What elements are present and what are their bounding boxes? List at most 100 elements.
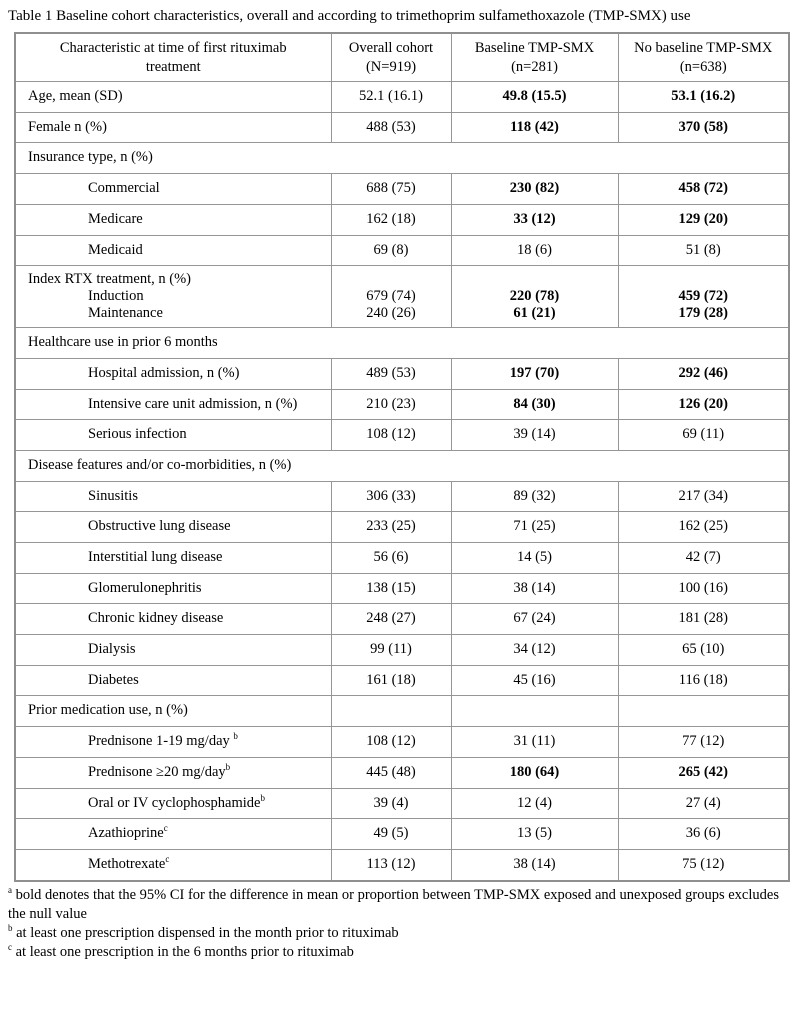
value-cell: 688 (75): [330, 173, 452, 205]
row-label: Azathioprinec: [14, 818, 332, 850]
value-cell: 49.8 (15.5): [450, 81, 619, 113]
value-cell: 458 (72): [617, 173, 790, 205]
value-cell: 217 (34): [617, 480, 790, 513]
footnote-marker: b: [8, 923, 13, 934]
row-label: Commercial: [14, 173, 332, 205]
table-row: Interstitial lung disease 56 (6) 14 (5) 42 …: [14, 542, 790, 574]
page: Table 1 Baseline cohort characteristics,…: [8, 8, 790, 963]
value-cell: 162 (25): [617, 511, 790, 544]
row-label: Chronic kidney disease: [14, 603, 332, 636]
value-cell: 99 (11): [330, 634, 452, 666]
empty-cell: [330, 695, 452, 728]
value-cell: 113 (12): [330, 848, 452, 882]
row-label: Prednisone ≥20 mg/dayb: [14, 756, 332, 789]
value-cell: 71 (25): [450, 511, 619, 544]
row-label: Intensive care unit admission, n (%): [14, 388, 332, 421]
value-cell: 116 (18): [617, 664, 790, 697]
value-cell: 488 (53): [330, 111, 452, 144]
header-no-baseline-line2: (n=638): [679, 58, 727, 75]
value-cell: 52.1 (16.1): [330, 81, 452, 113]
value-cell: 38 (14): [450, 572, 619, 605]
table-row: Prednisone 1-19 mg/day b 108 (12) 31 (11) 7…: [14, 726, 790, 758]
row-label: Age, mean (SD): [14, 81, 332, 113]
superscript-marker: b: [233, 731, 238, 742]
section-row: Insurance type, n (%): [14, 142, 790, 175]
table-row: Diabetes 161 (18) 45 (16) 116 (18): [14, 664, 790, 697]
value-cell: 34 (12): [450, 634, 619, 666]
row-label: Glomerulonephritis: [14, 572, 332, 605]
value-cell: 459 (72) 179 (28): [617, 265, 790, 329]
table-row: Prednisone ≥20 mg/dayb 445 (48) 180 (64) 26…: [14, 756, 790, 789]
value-cell: 65 (10): [617, 634, 790, 666]
table-row: Chronic kidney disease 248 (27) 67 (24) 181…: [14, 603, 790, 636]
value-cell: 100 (16): [617, 572, 790, 605]
superscript-marker: b: [225, 762, 231, 773]
table-row: Azathioprinec 49 (5) 13 (5) 36 (6): [14, 818, 790, 850]
row-label: Hospital admission, n (%): [14, 357, 332, 390]
row-label: Medicaid: [14, 234, 332, 267]
value-cell: 67 (24): [450, 603, 619, 636]
table-row: Dialysis 99 (11) 34 (12) 65 (10): [14, 634, 790, 666]
table-body: Age, mean (SD) 52.1 (16.1) 49.8 (15.5) 53.1…: [14, 81, 790, 882]
section-label: Insurance type, n (%): [14, 142, 790, 175]
value-cell: 84 (30): [450, 388, 619, 421]
value-cell: 39 (14): [450, 419, 619, 451]
row-label: Dialysis: [14, 634, 332, 666]
superscript-marker: b: [260, 792, 265, 803]
value-cell: 233 (25): [330, 511, 452, 544]
value-cell: 77 (12): [617, 726, 790, 758]
value-cell: 12 (4): [450, 787, 619, 820]
empty-cell: [617, 695, 790, 728]
table-row: Medicare 162 (18) 33 (12) 129 (20): [14, 203, 790, 236]
value-cell: 126 (20): [617, 388, 790, 421]
table-row: Age, mean (SD) 52.1 (16.1) 49.8 (15.5) 53.1…: [14, 81, 790, 113]
value-cell: 18 (6): [450, 234, 619, 267]
value-cell: 42 (7): [617, 542, 790, 574]
row-label: Sinusitis: [14, 480, 332, 513]
value-cell: 370 (58): [617, 111, 790, 144]
row-label: Diabetes: [14, 664, 332, 697]
value-cell: 53.1 (16.2): [617, 81, 790, 113]
multi-row-sublabel: Maintenance: [88, 305, 163, 322]
table-row: Female n (%) 488 (53) 118 (42) 370 (58): [14, 111, 790, 144]
value-cell: 27 (4): [617, 787, 790, 820]
section-label: Disease features and/or co-morbidities, …: [14, 449, 790, 482]
multi-line-row: Index RTX treatment, n (%) Induction Maint…: [14, 265, 790, 329]
value-cell: 197 (70): [450, 357, 619, 390]
value-cell: 118 (42): [450, 111, 619, 144]
row-label: Prednisone 1-19 mg/day b: [14, 726, 332, 758]
header-overall-line2: (N=919): [365, 58, 417, 75]
value-cell: 75 (12): [617, 848, 790, 882]
value-cell: 679 (74) 240 (26): [330, 265, 452, 329]
row-label: Medicare: [14, 203, 332, 236]
table-row: Medicaid 69 (8) 18 (6) 51 (8): [14, 234, 790, 267]
header-no-baseline-tmpsmx: No baseline TMP-SMX (n=638): [617, 32, 790, 83]
header-characteristic-line2: treatment: [145, 58, 201, 75]
value-cell: 14 (5): [450, 542, 619, 574]
value-cell: 161 (18): [330, 664, 452, 697]
value-cell: 181 (28): [617, 603, 790, 636]
superscript-marker: c: [165, 854, 170, 865]
value-cell: 138 (15): [330, 572, 452, 605]
footnote-marker: a: [8, 884, 12, 895]
table-row: Oral or IV cyclophosphamideb 39 (4) 12 (4)…: [14, 787, 790, 820]
value-cell: 248 (27): [330, 603, 452, 636]
footnotes: a bold denotes that the 95% CI for the d…: [8, 882, 788, 963]
value-cell: 38 (14): [450, 848, 619, 882]
row-label: Obstructive lung disease: [14, 511, 332, 544]
row-label: Oral or IV cyclophosphamideb: [14, 787, 332, 820]
value-cell: 36 (6): [617, 818, 790, 850]
table-row: Sinusitis 306 (33) 89 (32) 217 (34): [14, 480, 790, 513]
value-cell: 69 (8): [330, 234, 452, 267]
table-row: Commercial 688 (75) 230 (82) 458 (72): [14, 173, 790, 205]
header-row: Characteristic at time of first rituxima…: [14, 32, 790, 83]
empty-cell: [450, 695, 619, 728]
table-row: Glomerulonephritis 138 (15) 38 (14) 100 (16…: [14, 572, 790, 605]
value-cell: 45 (16): [450, 664, 619, 697]
table-title: Table 1 Baseline cohort characteristics,…: [8, 8, 691, 24]
section-label: Prior medication use, n (%): [14, 695, 332, 728]
row-label: Index RTX treatment, n (%) Induction Maint…: [14, 265, 332, 329]
value-cell: 489 (53): [330, 357, 452, 390]
superscript-marker: c: [163, 823, 168, 834]
value-cell: 69 (11): [617, 419, 790, 451]
